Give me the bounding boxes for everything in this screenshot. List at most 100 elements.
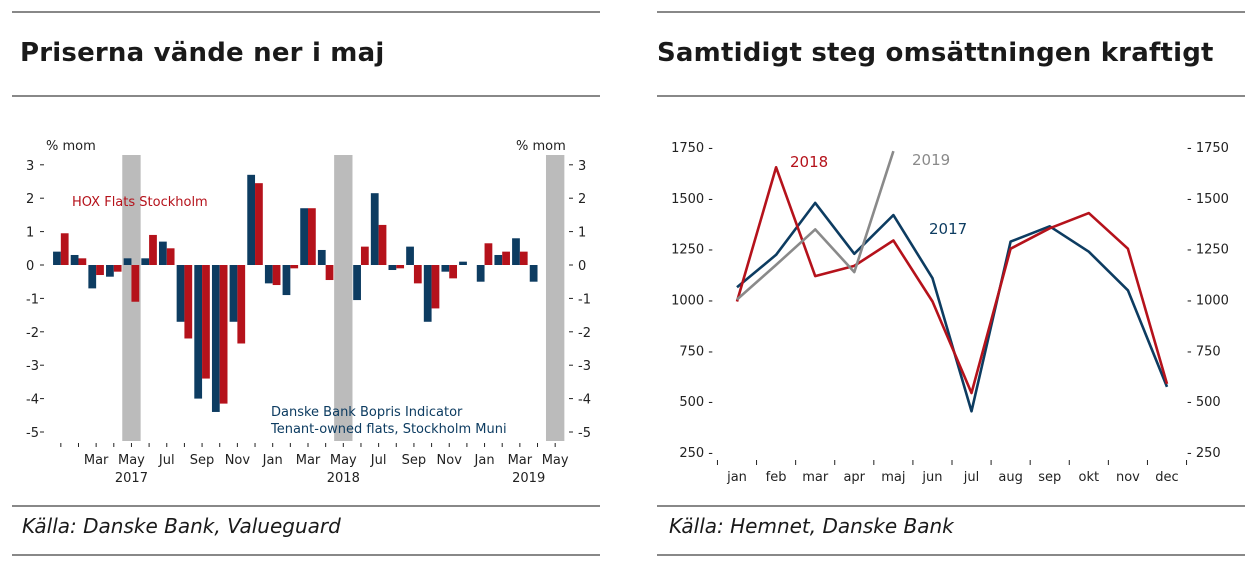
- y-tick-label-left: 1750 -: [671, 141, 713, 156]
- bar-bopris: [229, 265, 238, 322]
- title-rule: [12, 95, 600, 97]
- bar-hox: [519, 251, 528, 265]
- y-tick-label-left: -3: [26, 359, 39, 374]
- bar-hox: [219, 265, 228, 404]
- y-tick-label-right: 3: [578, 159, 586, 174]
- y-tick-label-right: -4: [578, 393, 591, 408]
- legend-hox-label: HOX Flats Stockholm: [72, 195, 208, 210]
- y-tick-label-left: 3: [26, 159, 34, 174]
- bar-bopris: [353, 265, 361, 301]
- x-month-label: Jan: [474, 453, 495, 468]
- y-tick-label-right: -2: [578, 326, 591, 341]
- source-rule: [657, 505, 1245, 507]
- bar-bopris: [441, 265, 450, 272]
- bar-bopris: [53, 251, 61, 265]
- bar-hox: [113, 265, 122, 272]
- x-month-label: nov: [1116, 470, 1140, 485]
- top-rule: [12, 11, 600, 13]
- bar-bopris: [70, 254, 79, 265]
- x-year-label: 2019: [512, 471, 545, 486]
- y-tick-label-right: - 1500: [1187, 192, 1229, 207]
- bar-bopris: [459, 261, 467, 265]
- bar-hox: [360, 246, 369, 265]
- x-month-label: Sep: [190, 453, 215, 468]
- x-month-label: jul: [963, 470, 979, 485]
- bar-bopris: [123, 258, 132, 265]
- bar-bopris: [211, 265, 220, 412]
- bar-hox: [96, 265, 104, 276]
- y-tick-label-right: - 250: [1187, 446, 1221, 461]
- top-rule: [657, 11, 1245, 13]
- bar-hox: [237, 265, 246, 344]
- left-chart-panel: Priserna vände ner i maj 3 3 2 2 1 1 0 0 -1 -1 -2 -…: [12, 0, 600, 571]
- bar-bopris: [529, 265, 538, 282]
- y-tick-label-right: - 1750: [1187, 141, 1229, 156]
- x-month-label: apr: [843, 470, 865, 485]
- x-month-label: Nov: [225, 453, 251, 468]
- y-tick-label-left: 2: [26, 192, 34, 207]
- x-month-label: mar: [802, 470, 829, 485]
- bar-hox: [502, 251, 510, 265]
- bar-bopris: [317, 249, 326, 265]
- y-tick-label-left: 1500 -: [671, 192, 713, 207]
- y-axis-unit-left: % mom: [46, 139, 96, 154]
- y-tick-label-left: -1: [26, 292, 39, 307]
- y-tick-label-right: - 500: [1187, 395, 1221, 410]
- y-tick-label-right: 2: [578, 192, 586, 207]
- y-tick-label-right: -5: [578, 426, 591, 441]
- bar-bopris: [476, 265, 485, 282]
- bar-hox: [290, 265, 299, 269]
- y-tick-label-right: -1: [578, 292, 591, 307]
- bar-bopris: [423, 265, 432, 322]
- bar-bopris: [406, 246, 414, 265]
- source-text: Källa: Hemnet, Danske Bank: [669, 514, 954, 538]
- x-year-label: 2018: [327, 471, 360, 486]
- shaded-month-band: [334, 155, 353, 441]
- x-month-label: sep: [1038, 470, 1061, 485]
- x-month-label: Mar: [296, 453, 321, 468]
- bar-hox: [255, 183, 263, 265]
- x-month-label: feb: [766, 470, 787, 485]
- series-label-2019: 2019: [912, 151, 950, 169]
- x-month-label: okt: [1079, 470, 1100, 485]
- bar-hox: [449, 265, 458, 279]
- y-tick-label-left: 0: [26, 259, 34, 274]
- x-month-label: Sep: [402, 453, 427, 468]
- shaded-month-band: [545, 155, 565, 441]
- source-text: Källa: Danske Bank, Valueguard: [22, 514, 341, 538]
- bar-bopris: [282, 265, 291, 296]
- bar-hox: [484, 243, 493, 265]
- series-line-2019: [736, 150, 895, 301]
- bar-bopris: [264, 265, 273, 284]
- bar-hox: [308, 208, 316, 265]
- bar-hox: [149, 234, 157, 265]
- x-year-label: 2017: [115, 471, 148, 486]
- y-tick-label-left: 1: [26, 226, 34, 241]
- y-tick-label-right: -3: [578, 359, 591, 374]
- x-month-label: Nov: [437, 453, 463, 468]
- x-month-label: May: [118, 453, 145, 468]
- x-month-label: Mar: [84, 453, 109, 468]
- x-month-label: aug: [998, 470, 1022, 485]
- bar-hox: [78, 258, 87, 265]
- title-rule: [657, 95, 1245, 97]
- bar-bopris: [158, 241, 167, 265]
- x-month-label: dec: [1155, 470, 1178, 485]
- x-month-label: Jul: [370, 453, 387, 468]
- y-tick-label-right: 0: [578, 259, 586, 274]
- series-label-2018: 2018: [790, 153, 828, 171]
- bar-hox: [166, 248, 175, 265]
- bar-bopris: [194, 265, 203, 399]
- bar-bopris: [512, 238, 520, 265]
- bar-bopris: [370, 193, 379, 265]
- bar-bopris: [176, 265, 185, 322]
- bottom-rule: [657, 554, 1245, 556]
- x-month-label: Jul: [158, 453, 175, 468]
- bar-hox: [378, 224, 387, 265]
- chart-title: Samtidigt steg omsättningen kraftigt: [657, 38, 1214, 68]
- y-axis-unit-right: % mom: [516, 139, 566, 154]
- y-tick-label-left: 500 -: [679, 395, 713, 410]
- legend-bopris-label-line2: Tenant-owned flats, Stockholm Muni: [270, 422, 507, 437]
- bar-hox: [131, 265, 140, 302]
- bar-chart: 3 3 2 2 1 1 0 0 -1 -1 -2 -2 -3 -3 -4 -4 -5 -5 % mom % mom Ma…: [26, 139, 591, 486]
